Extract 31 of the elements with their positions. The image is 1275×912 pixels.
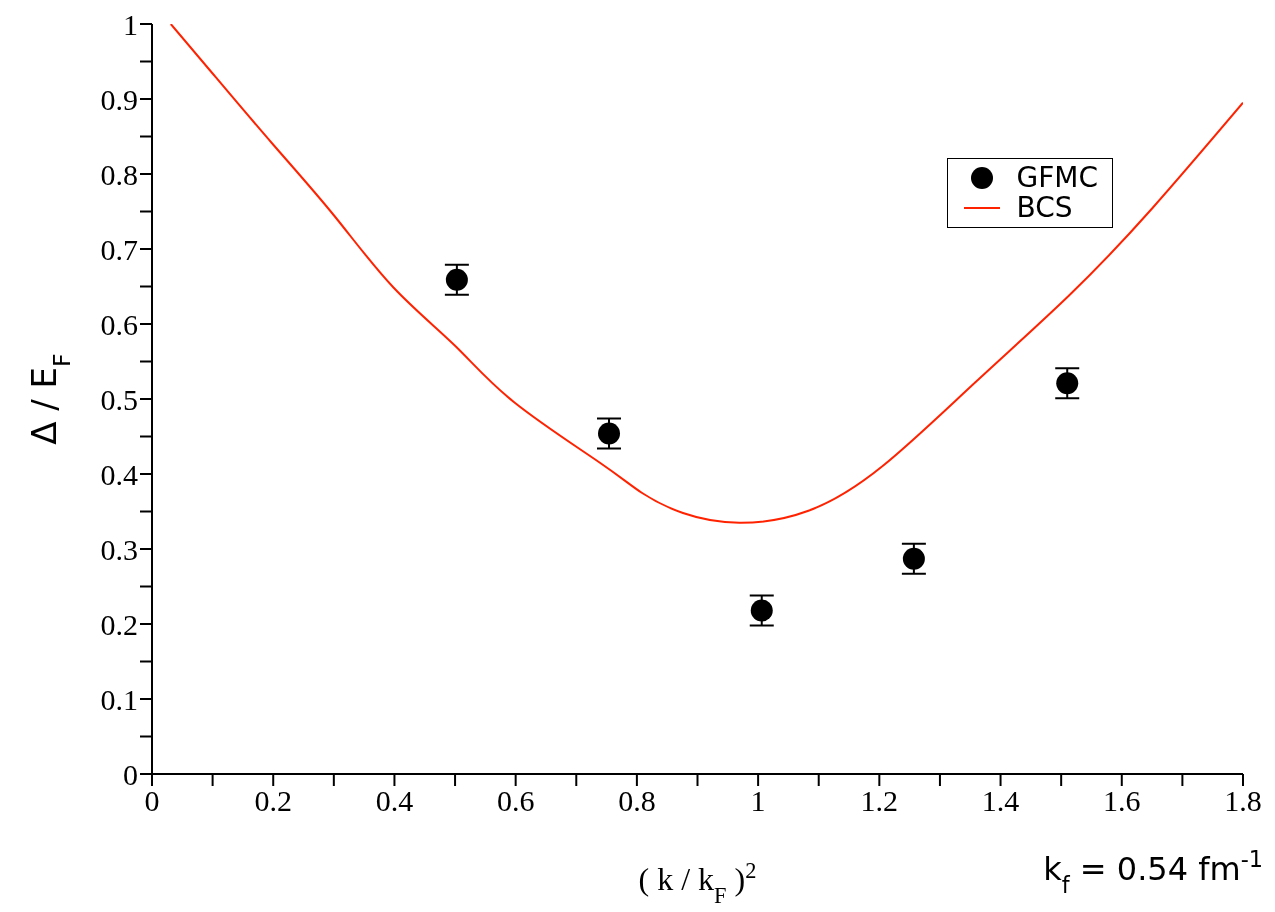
y-tick-label: 0.1 — [100, 682, 138, 716]
x-tick-label: 1 — [750, 784, 766, 818]
legend-label: BCS — [1016, 191, 1073, 224]
y-tick-label: 0.8 — [100, 157, 138, 191]
y-tick-label: 0 — [123, 757, 138, 791]
y-tick-label: 0.5 — [100, 382, 138, 416]
x-tick-label: 1.8 — [1224, 784, 1262, 818]
x-tick-label: 0.2 — [254, 784, 292, 818]
y-tick-label: 0.9 — [100, 82, 138, 116]
y-tick-label: 0.6 — [100, 307, 138, 341]
y-tick-label: 0.3 — [100, 532, 138, 566]
line-series — [169, 24, 1243, 524]
point — [598, 422, 621, 445]
y-tick-label: 0.7 — [100, 232, 138, 266]
text: k$_{f}$ = 0.54 fm$^{-1}$ — [1043, 846, 1263, 898]
x-tick-label: 0.6 — [496, 784, 535, 818]
point — [902, 547, 925, 570]
x-axis-title: ( k / k$_{F}$ )$^{2}$ — [638, 857, 757, 908]
x-tick-label: 0.8 — [618, 784, 656, 818]
y-tick-label: 0.2 — [100, 607, 138, 641]
x-tick-label: 0 — [144, 784, 160, 818]
legend-label: GFMC — [1016, 161, 1098, 194]
x-tick-label: 1.2 — [860, 784, 899, 818]
point — [1056, 372, 1079, 395]
y-tick-label: 0.4 — [100, 457, 138, 491]
point — [445, 268, 468, 291]
y-tick-label: 1 — [123, 7, 138, 41]
x-tick-label: 1.4 — [981, 784, 1020, 818]
x-tick-label: 1.6 — [1103, 784, 1141, 818]
point — [750, 599, 773, 622]
x-tick-label: 0.4 — [375, 784, 414, 818]
